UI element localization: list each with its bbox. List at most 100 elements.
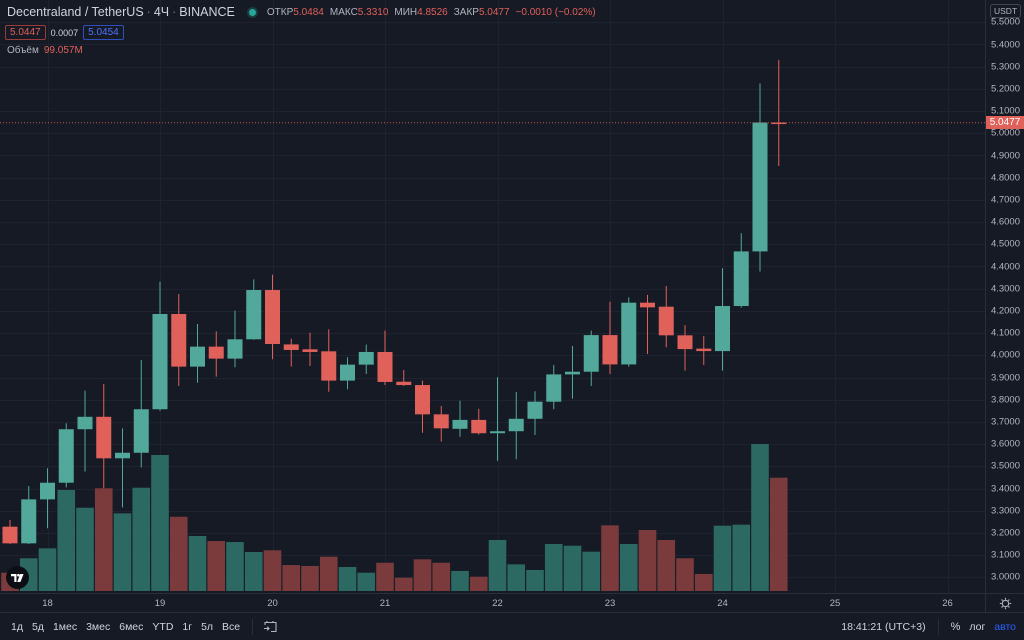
price-axis-label: 4.9000	[990, 150, 1020, 161]
sell-button[interactable]: 5.0447	[5, 25, 46, 40]
percent-scale-toggle[interactable]: %	[950, 620, 961, 633]
price-axis-label: 4.3000	[990, 283, 1020, 295]
range-button-5d[interactable]: 5д	[31, 620, 44, 633]
tradingview-logo-icon[interactable]	[6, 566, 29, 589]
candle-body	[752, 122, 768, 252]
time-axis-label: 20	[267, 598, 278, 609]
price-axis-label: 5.2000	[990, 83, 1020, 95]
range-button-ytd[interactable]: YTD	[152, 620, 174, 633]
candle-body	[358, 351, 374, 365]
timezone-clock[interactable]: 18:41:21 (UTC+3)	[841, 620, 926, 633]
currency-label[interactable]: USDT	[990, 4, 1022, 18]
candle-body	[96, 416, 112, 459]
candle-body	[508, 418, 524, 432]
gear-icon	[999, 597, 1011, 609]
price-axis-label: 4.2000	[990, 305, 1020, 317]
price-axis-label: 4.0000	[990, 349, 1020, 361]
ohlc-value: 5.3310	[357, 6, 389, 18]
volume-bar	[301, 565, 319, 591]
range-button-all[interactable]: Все	[222, 620, 241, 633]
title-separator: ·	[146, 5, 151, 19]
candle-body	[302, 349, 318, 352]
volume-bar	[563, 545, 582, 591]
price-axis-label: 5.3000	[990, 61, 1020, 73]
volume-bar	[732, 524, 751, 591]
ohlc-low: МИН4.8526	[394, 7, 447, 18]
candle-body	[227, 339, 243, 359]
symbol-title[interactable]: Decentraland / TetherUS · 4Ч · BINANCE	[7, 5, 235, 19]
volume-bar	[113, 513, 132, 591]
chart-pane[interactable]: Decentraland / TetherUS · 4Ч · BINANCE ОТКР5…	[0, 0, 985, 593]
price-axis-label: 5.0000	[990, 127, 1020, 139]
volume-bar	[694, 573, 713, 591]
volume-bar	[676, 558, 694, 591]
candle-body	[171, 314, 187, 367]
bottom-toolbar: 1д 5д 1мес 3мес 6мес YTD 1г 5л Все 18:41…	[0, 612, 1024, 640]
candle-body	[152, 314, 168, 410]
legend-header-row: Decentraland / TetherUS · 4Ч · BINANCE ОТКР5…	[7, 4, 596, 20]
volume-bar	[526, 569, 544, 591]
market-status-dot-icon	[248, 8, 256, 16]
volume-bar	[94, 488, 113, 591]
volume-bar	[619, 543, 638, 591]
candlestick-chart[interactable]	[0, 0, 985, 593]
exchange-label: BINANCE	[179, 5, 235, 19]
range-button-5y[interactable]: 5л	[201, 620, 214, 633]
time-axis-label: 26	[942, 598, 953, 609]
price-axis-label: 5.1000	[990, 105, 1020, 117]
ohlc-label: ЗАКР	[453, 6, 479, 18]
ohlc-open: ОТКР5.0484	[267, 7, 324, 18]
candle-body	[583, 335, 599, 372]
candle-body	[265, 290, 280, 344]
log-scale-toggle[interactable]: лог	[969, 620, 986, 633]
auto-scale-toggle[interactable]: авто	[994, 620, 1016, 633]
go-to-date-button[interactable]	[263, 620, 278, 633]
range-button-3m[interactable]: 3мес	[86, 620, 111, 633]
title-separator: ·	[172, 5, 177, 19]
price-axis-label: 4.8000	[990, 172, 1020, 184]
volume-bar	[338, 566, 357, 591]
spread-value: 0.0007	[50, 27, 79, 38]
price-axis[interactable]: USDT 5.0477 5.5000 5.4000 5.3000 5.2000 5.10…	[985, 0, 1024, 593]
volume-bar	[432, 562, 451, 591]
chart-settings-button[interactable]	[985, 593, 1024, 612]
chart-legend: Decentraland / TetherUS · 4Ч · BINANCE ОТКР5…	[5, 4, 596, 56]
candle-body	[40, 482, 55, 500]
volume-bar	[226, 542, 244, 591]
volume-bar	[263, 550, 282, 591]
range-button-6m[interactable]: 6мес	[119, 620, 144, 633]
current-price-badge: 5.0477	[986, 116, 1024, 130]
volume-bar	[376, 562, 394, 591]
candle-body	[452, 419, 468, 429]
candle-body	[677, 335, 693, 350]
candle-body	[58, 429, 74, 483]
volume-bar	[413, 559, 432, 591]
time-axis-label: 23	[604, 598, 616, 609]
price-axis-label: 3.6000	[990, 438, 1020, 450]
volume-bar	[657, 539, 676, 591]
candle-body	[640, 302, 655, 308]
ohlc-high: МАКС5.3310	[330, 7, 389, 18]
time-axis[interactable]: 18 19 20 21 22 23 24 25 26	[0, 593, 985, 612]
range-button-1m[interactable]: 1мес	[52, 620, 78, 633]
ohlc-label: ОТКР	[266, 6, 294, 18]
price-axis-label: 4.5000	[990, 238, 1020, 250]
ohlc-value: 4.8526	[417, 6, 448, 18]
candle-body	[396, 381, 412, 386]
range-button-1d[interactable]: 1д	[11, 620, 23, 633]
volume-bar	[582, 551, 601, 591]
volume-bar	[207, 541, 226, 591]
range-button-1y[interactable]: 1г	[182, 620, 193, 633]
bid-ask-row: 5.0447 0.0007 5.0454	[5, 25, 596, 40]
buy-button[interactable]: 5.0454	[83, 25, 124, 40]
volume-bar	[451, 570, 469, 591]
price-axis-label: 5.5000	[990, 16, 1020, 28]
candle-body	[490, 431, 505, 434]
volume-bar	[751, 444, 769, 591]
time-axis-label: 18	[42, 598, 53, 609]
volume-bar	[769, 477, 788, 591]
toolbar-right: 18:41:21 (UTC+3) % лог авто	[841, 613, 1024, 640]
volume-bar	[507, 564, 526, 591]
volume-legend[interactable]: Объём 99.057M	[7, 45, 596, 56]
price-axis-label: 3.1000	[990, 549, 1020, 561]
